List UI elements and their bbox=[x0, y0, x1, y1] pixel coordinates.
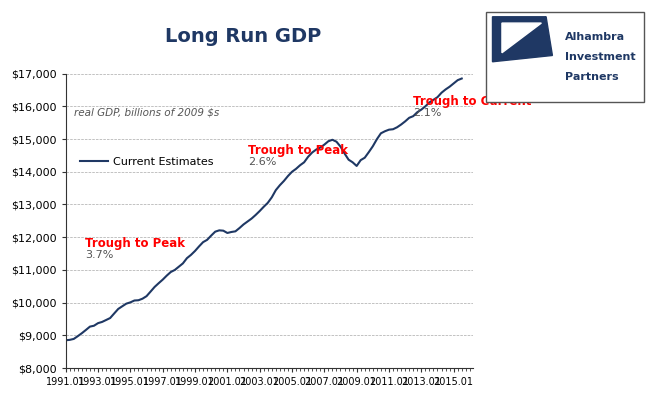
Text: Investment: Investment bbox=[565, 52, 635, 62]
Text: Trough to Current: Trough to Current bbox=[413, 95, 532, 108]
Current Estimates bbox=[260, 204, 267, 209]
Text: Trough to Peak: Trough to Peak bbox=[85, 237, 185, 250]
FancyBboxPatch shape bbox=[486, 12, 644, 102]
Current Estimates bbox=[154, 281, 162, 285]
Current Estimates bbox=[272, 188, 280, 193]
Text: 3.7%: 3.7% bbox=[85, 250, 114, 261]
Polygon shape bbox=[502, 23, 541, 53]
Text: Partners: Partners bbox=[565, 72, 619, 82]
Current Estimates bbox=[373, 137, 381, 142]
Polygon shape bbox=[493, 17, 546, 62]
Text: Long Run GDP: Long Run GDP bbox=[165, 27, 321, 45]
Current Estimates bbox=[167, 270, 175, 274]
Current Estimates bbox=[62, 338, 70, 343]
Polygon shape bbox=[493, 17, 553, 62]
Text: Alhambra: Alhambra bbox=[565, 32, 625, 43]
Legend: Current Estimates: Current Estimates bbox=[76, 153, 218, 172]
Text: 2.1%: 2.1% bbox=[413, 108, 442, 118]
Text: Trough to Peak: Trough to Peak bbox=[248, 144, 348, 157]
Current Estimates bbox=[183, 256, 191, 261]
Text: real GDP, billions of 2009 $s: real GDP, billions of 2009 $s bbox=[74, 108, 219, 117]
Current Estimates bbox=[458, 76, 466, 81]
Line: Current Estimates: Current Estimates bbox=[66, 79, 462, 340]
Text: 2.6%: 2.6% bbox=[248, 157, 277, 167]
